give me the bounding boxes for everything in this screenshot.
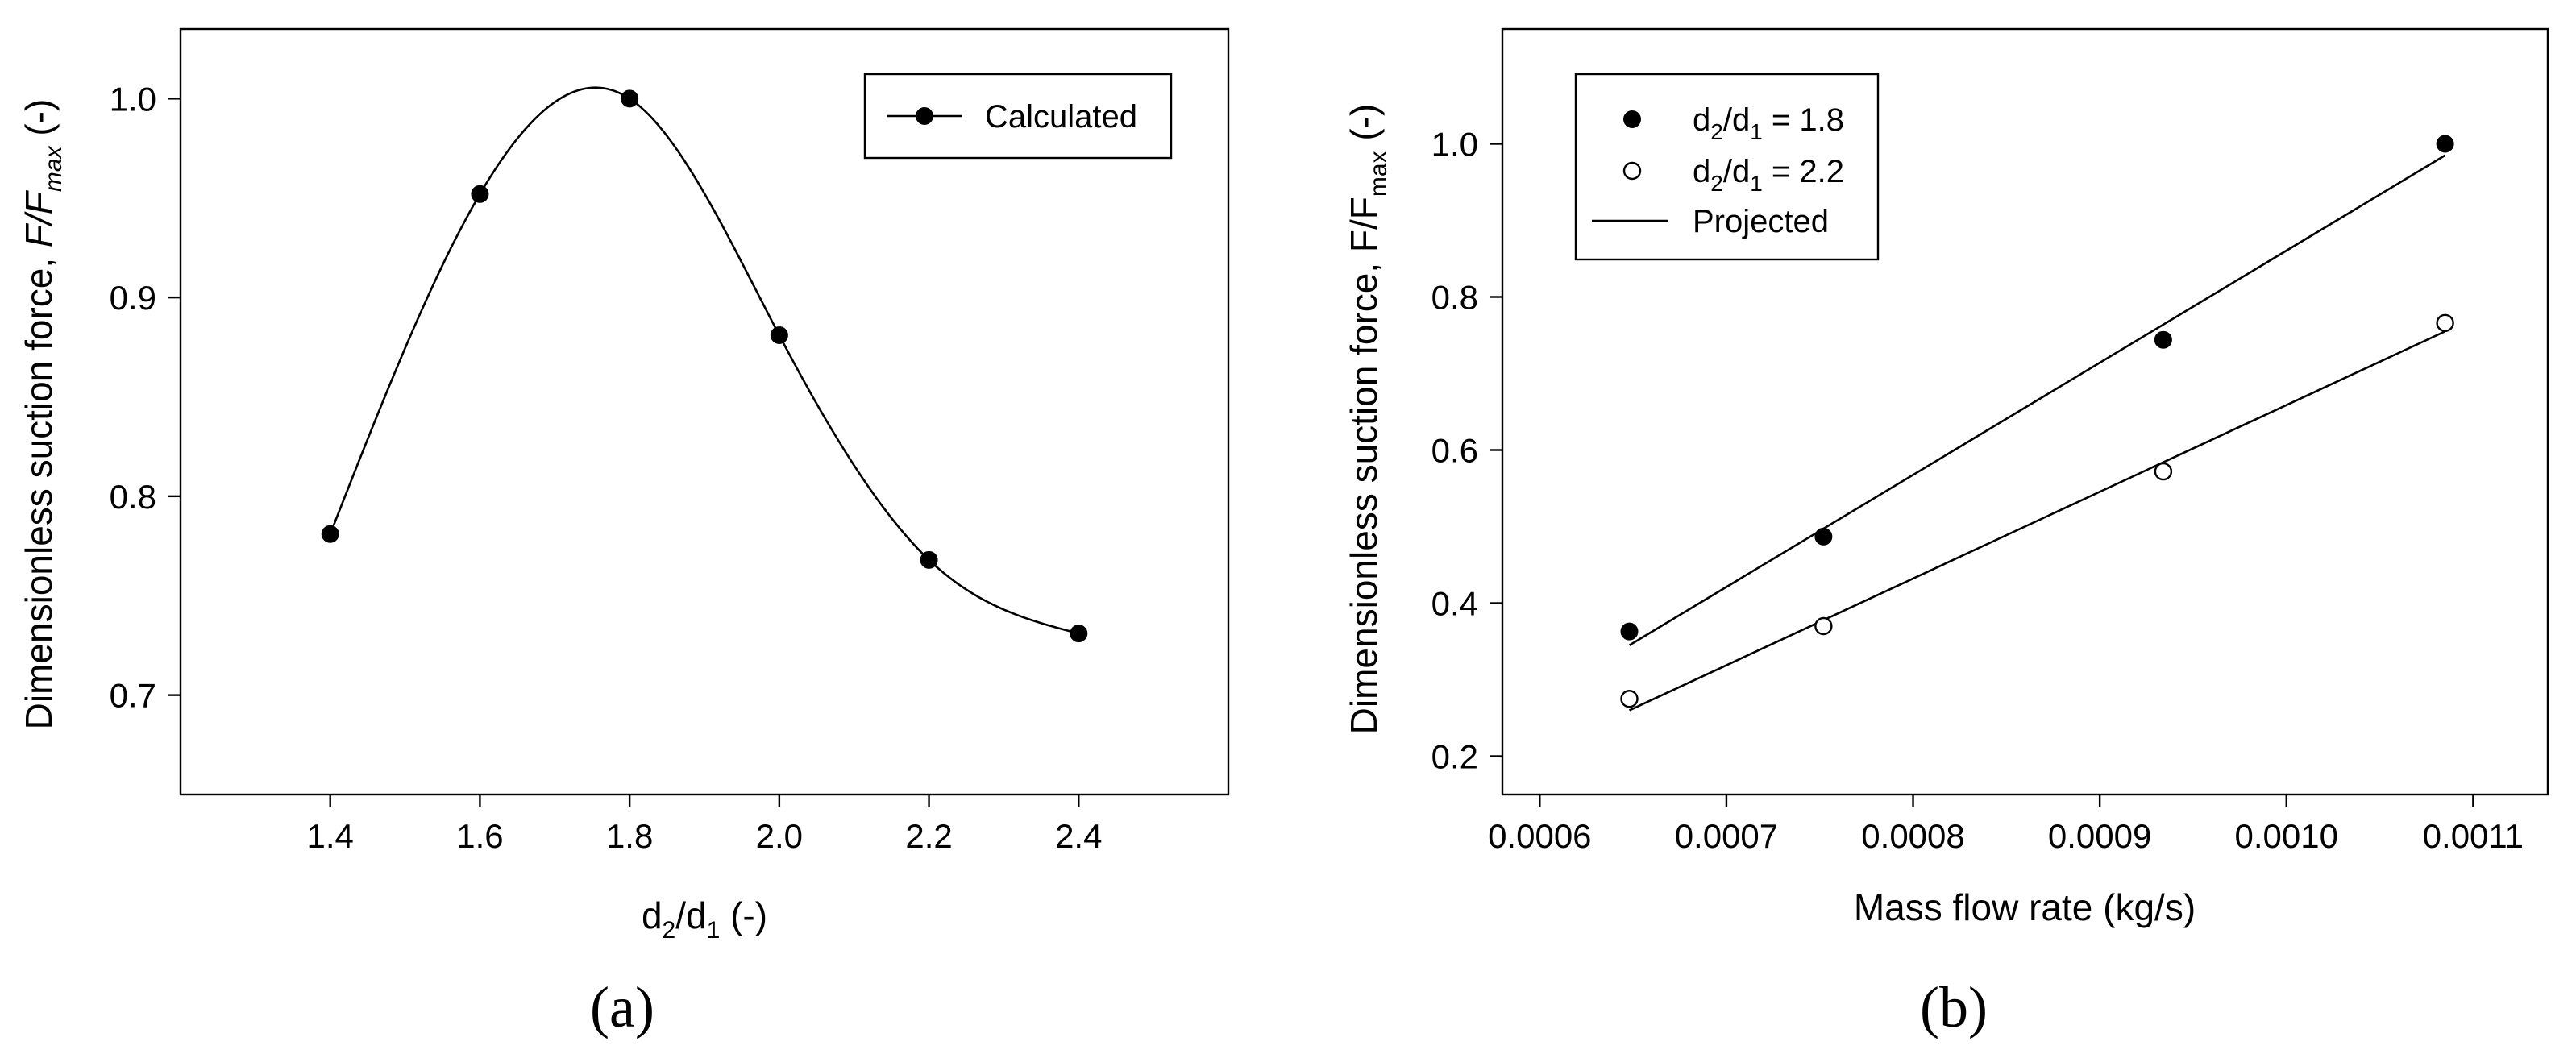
- chart-b-projected-lines: [1628, 154, 2446, 712]
- x-tick-label: 2.0: [756, 817, 803, 855]
- data-point: [2154, 330, 2172, 349]
- chart-a-y-axis-title: Dimensionless suction force, F/Fmax (-): [18, 99, 67, 730]
- projected-line: [1628, 330, 2446, 712]
- x-tick-label: 0.0009: [2048, 817, 2151, 855]
- chart-b-legend-label-1: d2/d1 = 1.8: [1693, 102, 1844, 144]
- data-point: [920, 550, 938, 569]
- x-tick-label: 0.0011: [2423, 817, 2524, 855]
- projected-line: [1628, 154, 2446, 646]
- x-tick-label: 1.8: [606, 817, 653, 855]
- chart-a-panel-label: (a): [590, 975, 654, 1039]
- x-tick-label: 1.4: [307, 817, 354, 855]
- y-tick-label: 0.8: [1431, 279, 1478, 317]
- x-tick-label: 2.4: [1055, 817, 1102, 855]
- x-tick-label: 0.0008: [1861, 817, 1964, 855]
- data-point: [2154, 462, 2173, 481]
- chart-b-frame: [1501, 27, 2549, 796]
- chart-a-x-ticks: 1.4 1.6 1.8 2.0 2.2 2.4: [307, 795, 1102, 855]
- data-point: [1814, 527, 1833, 546]
- chart-a-legend-label: Calculated: [985, 99, 1137, 135]
- chart-a-y-ticks: 0.7 0.8 0.9 1.0: [110, 80, 181, 715]
- chart-b-legend-marker-open: [1622, 161, 1642, 181]
- data-point: [770, 326, 788, 344]
- y-tick-label: 0.4: [1431, 585, 1478, 623]
- data-point: [321, 525, 339, 543]
- chart-b-legend-marker-filled: [1623, 110, 1641, 128]
- chart-b-legend-label-2: d2/d1 = 2.2: [1693, 154, 1844, 196]
- chart-b-legend-label-3: Projected: [1693, 204, 1829, 239]
- chart-a-legend-marker: [916, 107, 933, 125]
- x-tick-label: 0.0007: [1675, 817, 1778, 855]
- x-tick-label: 0.0010: [2235, 817, 2338, 855]
- x-tick-label: 1.6: [456, 817, 503, 855]
- data-point: [1620, 690, 1639, 708]
- data-point: [2436, 135, 2454, 153]
- y-tick-label: 0.7: [110, 677, 156, 715]
- x-tick-label: 2.2: [905, 817, 952, 855]
- data-point: [1620, 622, 1639, 641]
- y-tick-label: 0.2: [1431, 738, 1478, 776]
- chart-b-y-ticks: 0.2 0.4 0.6 0.8 1.0: [1431, 126, 1502, 776]
- data-point: [621, 89, 639, 108]
- y-tick-label: 0.8: [110, 478, 156, 516]
- chart-a: 1.4 1.6 1.8 2.0 2.2 2.4 0.7 0.8 0.9 1.0 Calculat…: [18, 27, 1230, 1039]
- chart-a-legend: Calculated: [863, 73, 1173, 160]
- chart-a-frame: [179, 27, 1230, 796]
- y-tick-label: 1.0: [110, 80, 156, 118]
- data-point: [1070, 625, 1088, 643]
- y-tick-label: 1.0: [1431, 126, 1478, 164]
- data-point: [471, 185, 489, 203]
- data-point: [2436, 313, 2454, 332]
- data-point: [1814, 616, 1833, 636]
- chart-b-x-axis-title: Mass flow rate (kg/s): [1854, 886, 2196, 928]
- x-tick-label: 0.0006: [1488, 817, 1591, 855]
- y-tick-label: 0.9: [110, 279, 156, 317]
- chart-b-y-axis-title: Dimensionless suction force, F/Fmax (-): [1343, 104, 1392, 735]
- chart-b-panel-label: (b): [1920, 975, 1988, 1039]
- chart-a-series-points: [321, 89, 1088, 643]
- y-tick-label: 0.6: [1431, 432, 1478, 470]
- chart-a-x-axis-title: d2/d1 (-): [642, 894, 767, 944]
- chart-b: 0.0006 0.0007 0.0008 0.0009 0.0010 0.0011 0.2…: [1343, 27, 2549, 1039]
- chart-b-x-ticks: 0.0006 0.0007 0.0008 0.0009 0.0010 0.0011: [1488, 795, 2524, 855]
- chart-b-series-points: [1620, 135, 2454, 708]
- chart-b-legend: d2/d1 = 1.8 d2/d1 = 2.2 Projected: [1574, 73, 1880, 261]
- chart-a-series-curve: [329, 86, 1079, 635]
